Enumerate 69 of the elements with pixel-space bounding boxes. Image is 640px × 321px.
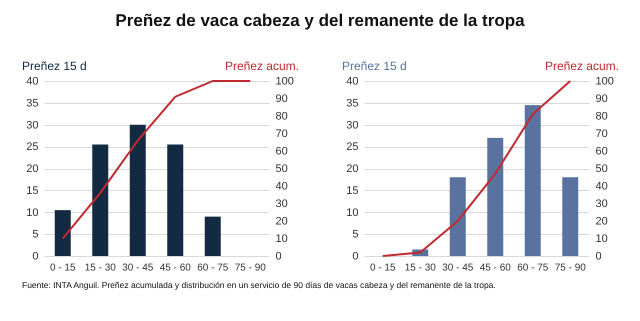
bar <box>92 144 108 256</box>
y2-tick-label: 90 <box>595 93 608 105</box>
x-tick-label: 45 - 60 <box>479 262 511 274</box>
y-tick-label: 35 <box>26 97 38 110</box>
x-tick-label: 45 - 60 <box>159 262 191 274</box>
line-series <box>61 80 251 240</box>
y-tick-label: 20 <box>346 163 358 175</box>
y-tick-label: 20 <box>26 163 38 175</box>
y2-tick-label: 40 <box>595 180 608 192</box>
y2-tick-label: 20 <box>595 216 608 228</box>
y2-tick-label: 30 <box>275 198 288 210</box>
y2-tick-label: 80 <box>595 110 608 122</box>
y2-tick-label: 80 <box>275 110 288 122</box>
y-tick-label: 10 <box>26 206 38 219</box>
y2-tick-label: 50 <box>275 163 288 175</box>
series-label: Preñez acum. <box>544 59 618 73</box>
y-tick-label: 0 <box>352 250 358 262</box>
series-label: Preñez acum. <box>224 59 298 73</box>
y-tick-label: 35 <box>346 97 358 110</box>
source-note: Fuente: INTA Anguil. Preñez acumulada y distribución en un servicio de 90 días de vacas cabeza y del remanente de la tropa. <box>21 280 497 290</box>
y-tick-label: 25 <box>26 141 38 154</box>
y-tick-label: 30 <box>346 119 358 132</box>
x-tick-label: 0 - 15 <box>369 262 396 274</box>
y2-tick-label: 100 <box>275 76 294 88</box>
y-tick-label: 40 <box>26 76 38 88</box>
x-tick-label: 0 - 15 <box>49 262 76 274</box>
y-tick-label: 15 <box>26 184 38 197</box>
y2-tick-label: 40 <box>275 180 288 192</box>
y2-tick-label: 60 <box>595 146 608 158</box>
y-tick-label: 0 <box>32 250 38 262</box>
bar <box>486 138 503 256</box>
bar <box>166 144 183 256</box>
y2-tick-label: 90 <box>275 93 288 105</box>
y2-tick-label: 50 <box>595 163 608 175</box>
text: Preñez 15 d <box>22 59 86 73</box>
y2-tick-label: 10 <box>275 233 288 245</box>
x-tick-label: 75 - 90 <box>554 262 586 274</box>
y-tick-label: 15 <box>346 184 358 197</box>
y-tick-label: 10 <box>346 206 358 219</box>
bar <box>204 216 220 256</box>
text: Preñez de vaca cabeza y del remanente de la tropa <box>114 10 526 32</box>
y2-tick-label: 20 <box>275 216 288 228</box>
bar <box>562 177 578 256</box>
x-tick-label: 60 - 75 <box>196 262 228 274</box>
line-series <box>381 80 571 257</box>
x-tick-label: 30 - 45 <box>442 262 474 274</box>
y2-tick-label: 70 <box>275 128 288 140</box>
y-tick-label: 25 <box>346 141 358 154</box>
bar <box>129 124 146 256</box>
x-tick-label: 75 - 90 <box>234 262 266 274</box>
text: Preñez 15 d <box>342 59 406 73</box>
y-tick-label: 30 <box>26 119 38 132</box>
y-tick-label: 40 <box>346 76 358 88</box>
x-tick-label: 60 - 75 <box>516 262 548 274</box>
y2-tick-label: 30 <box>595 198 608 210</box>
x-tick-label: 30 - 45 <box>122 262 154 274</box>
y2-tick-label: 100 <box>595 76 614 88</box>
x-tick-label: 15 - 30 <box>404 262 436 274</box>
y2-tick-label: 60 <box>275 146 288 158</box>
y2-tick-label: 70 <box>595 128 608 140</box>
y-tick-label: 5 <box>352 228 358 241</box>
bar <box>54 210 70 256</box>
x-tick-label: 15 - 30 <box>84 262 116 274</box>
y2-tick-label: 0 <box>275 250 282 262</box>
y2-tick-label: 0 <box>595 250 602 262</box>
bar <box>449 177 466 256</box>
y2-tick-label: 10 <box>595 233 608 245</box>
y-tick-label: 5 <box>32 228 38 241</box>
bar <box>524 105 540 256</box>
